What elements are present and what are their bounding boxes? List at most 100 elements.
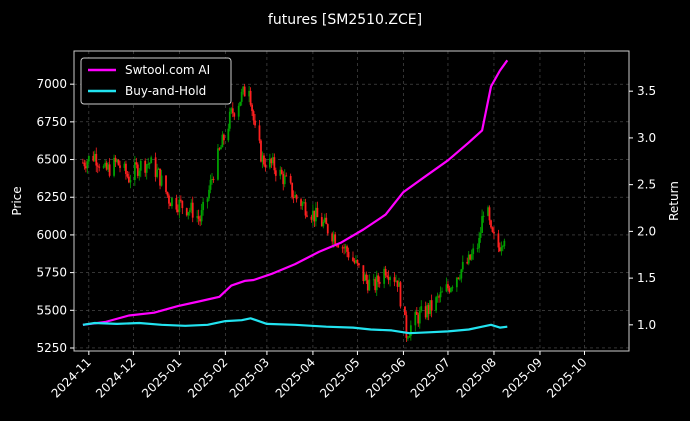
plot-frame [73, 50, 630, 352]
candle-body [135, 162, 138, 165]
candle-body [384, 268, 387, 276]
candle-body [398, 282, 400, 287]
y-right-tick-label: 2.0 [637, 224, 656, 238]
candle-body [227, 128, 230, 141]
candle-body [263, 155, 265, 165]
candle-body [273, 157, 276, 171]
candle-body [300, 199, 302, 206]
y-right-tick-label: 3.5 [637, 84, 656, 98]
candle-body [187, 212, 190, 216]
candlestick-series [82, 83, 506, 342]
candle-body [498, 247, 501, 252]
candle-body [239, 101, 242, 106]
candle-body [310, 216, 313, 220]
candle-body [366, 280, 369, 291]
candle-body [353, 260, 356, 263]
candle-body [429, 300, 432, 314]
candle-body [316, 207, 319, 218]
y-right-tick-label: 1.5 [637, 271, 656, 285]
y-left-tick-label: 6500 [36, 153, 67, 167]
candle-body [501, 246, 504, 248]
candle-body [396, 280, 399, 287]
candle-body [156, 169, 159, 177]
candle-body [92, 155, 95, 161]
candle-body [481, 216, 483, 234]
candle-body [441, 291, 443, 293]
candle-body [178, 199, 181, 213]
candle-body [181, 200, 184, 209]
candle-body [325, 217, 328, 225]
candle-body [365, 274, 368, 281]
candle-body [136, 164, 139, 176]
y-axis-right-label: Return [667, 181, 681, 221]
candle-body [337, 244, 340, 248]
candle-body [168, 195, 170, 204]
candle-body [408, 335, 411, 338]
candle-body [280, 169, 283, 174]
candle-body [491, 227, 494, 232]
candle-body [191, 202, 194, 218]
candle-body [326, 224, 329, 234]
candle-body [438, 296, 440, 298]
candle-body [261, 155, 264, 162]
candle-body [98, 166, 101, 168]
candle-body [242, 86, 245, 92]
candle-body [375, 275, 378, 291]
candle-body [283, 175, 286, 185]
candle-body [279, 169, 282, 176]
y-left-tick-label: 6250 [36, 190, 67, 204]
candle-body [414, 311, 417, 326]
candle-body [202, 201, 205, 211]
candle-body [209, 179, 212, 190]
candle-body [196, 216, 199, 218]
candle-body [150, 157, 153, 164]
candle-body [331, 233, 334, 242]
y-left-tick-label: 7000 [36, 77, 67, 91]
candle-body [418, 311, 421, 324]
candle-body [107, 164, 110, 170]
candle-body [346, 246, 348, 252]
candle-body [249, 90, 252, 105]
candle-body [435, 297, 437, 311]
candle-body [86, 161, 89, 169]
candle-body [395, 280, 397, 282]
candle-body [458, 278, 461, 280]
candle-body [383, 268, 386, 284]
candle-body [426, 305, 429, 318]
candle-body [188, 210, 191, 213]
candle-body [377, 275, 380, 282]
chart-title: futures [SM2510.ZCE] [268, 12, 422, 28]
candle-body [393, 277, 396, 282]
candle-body [126, 173, 129, 177]
candle-body [138, 170, 141, 176]
candle-body [83, 162, 86, 167]
candle-body [430, 300, 433, 311]
candle-body [218, 148, 221, 150]
candle-body [455, 277, 458, 288]
candle-body [190, 202, 193, 211]
candle-body [108, 164, 111, 176]
candle-body [313, 210, 316, 222]
candle-body [320, 217, 323, 227]
candle-body [129, 180, 132, 183]
candle-body [212, 179, 215, 181]
candle-body [147, 163, 150, 165]
candle-body [457, 277, 460, 279]
candle-body [220, 147, 222, 150]
candle-body [217, 148, 219, 180]
candle-body [166, 191, 169, 196]
candle-body [306, 215, 308, 217]
candle-body [264, 164, 267, 168]
candle-body [487, 207, 489, 216]
candle-body [154, 157, 157, 177]
candle-body [251, 104, 253, 112]
candle-body [200, 210, 203, 222]
candle-body [372, 279, 375, 281]
candle-body [176, 209, 179, 213]
candle-body [399, 282, 402, 307]
legend-box [80, 57, 232, 105]
candle-body [387, 277, 390, 281]
candle-body [197, 216, 200, 219]
candle-body [314, 207, 317, 222]
